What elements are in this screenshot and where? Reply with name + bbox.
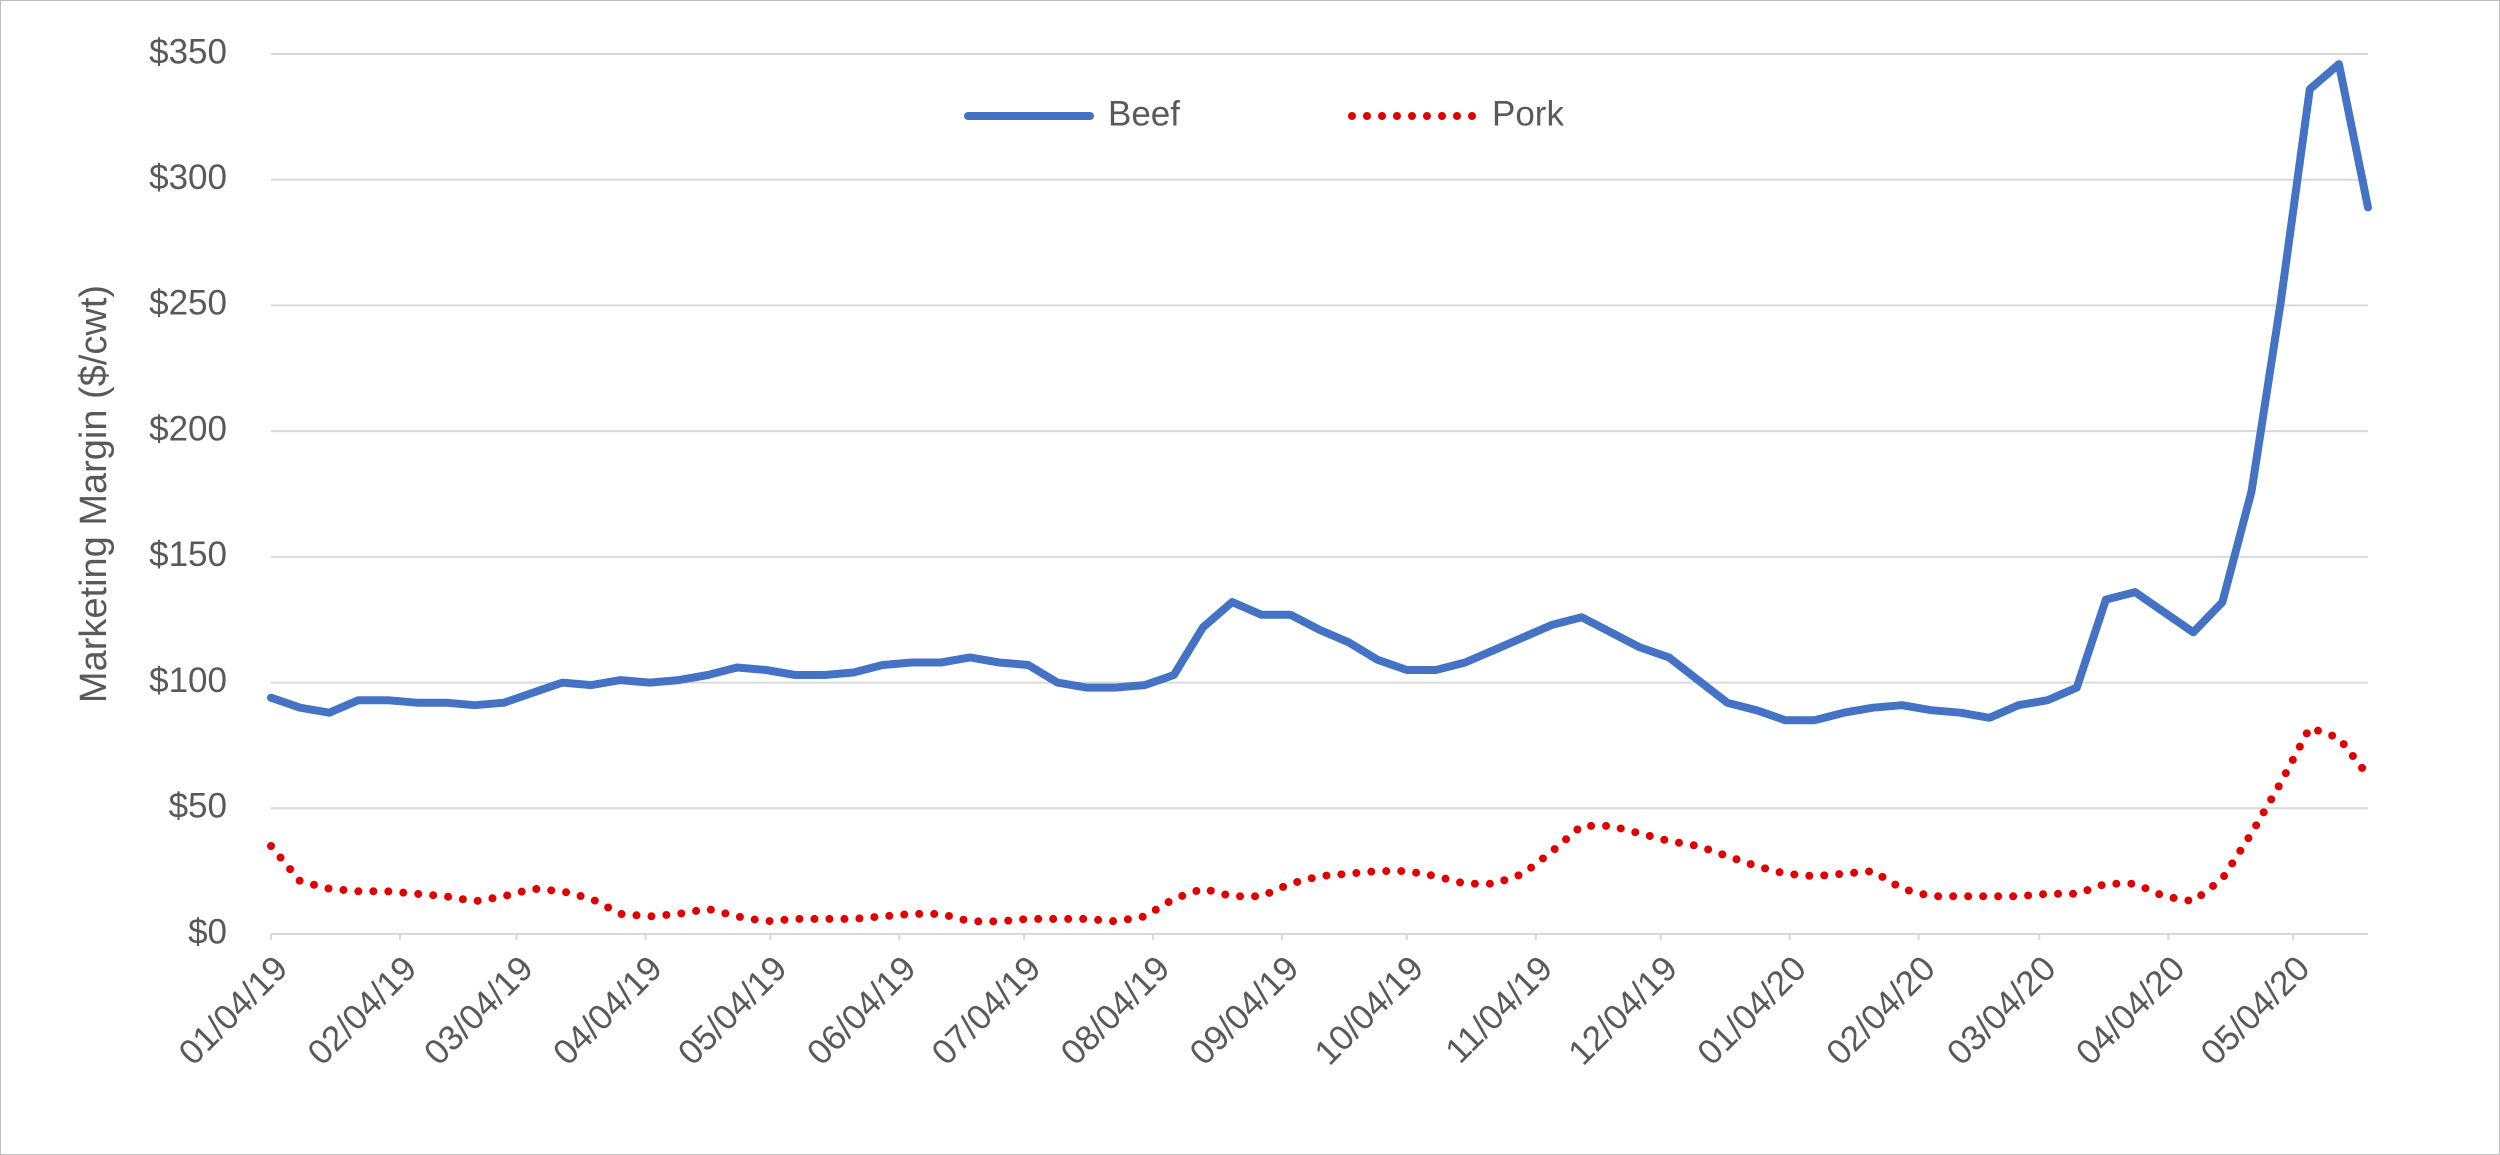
series-line (267, 60, 2372, 725)
y-axis-label: Marketing Margin ($/cwt) (73, 285, 115, 703)
y-tick-label: $50 (169, 787, 227, 826)
y-tick-label: $0 (188, 912, 227, 951)
y-tick-label: $100 (149, 661, 227, 700)
y-tick-label: $200 (149, 409, 227, 448)
y-tick-label: $150 (149, 535, 227, 574)
y-tick-label: $300 (149, 158, 227, 197)
y-tick-label: $350 (149, 32, 227, 71)
series-line (267, 722, 2372, 926)
legend-label: Beef (1108, 94, 1180, 133)
y-tick-label: $250 (149, 284, 227, 323)
legend-label: Pork (1492, 94, 1564, 133)
